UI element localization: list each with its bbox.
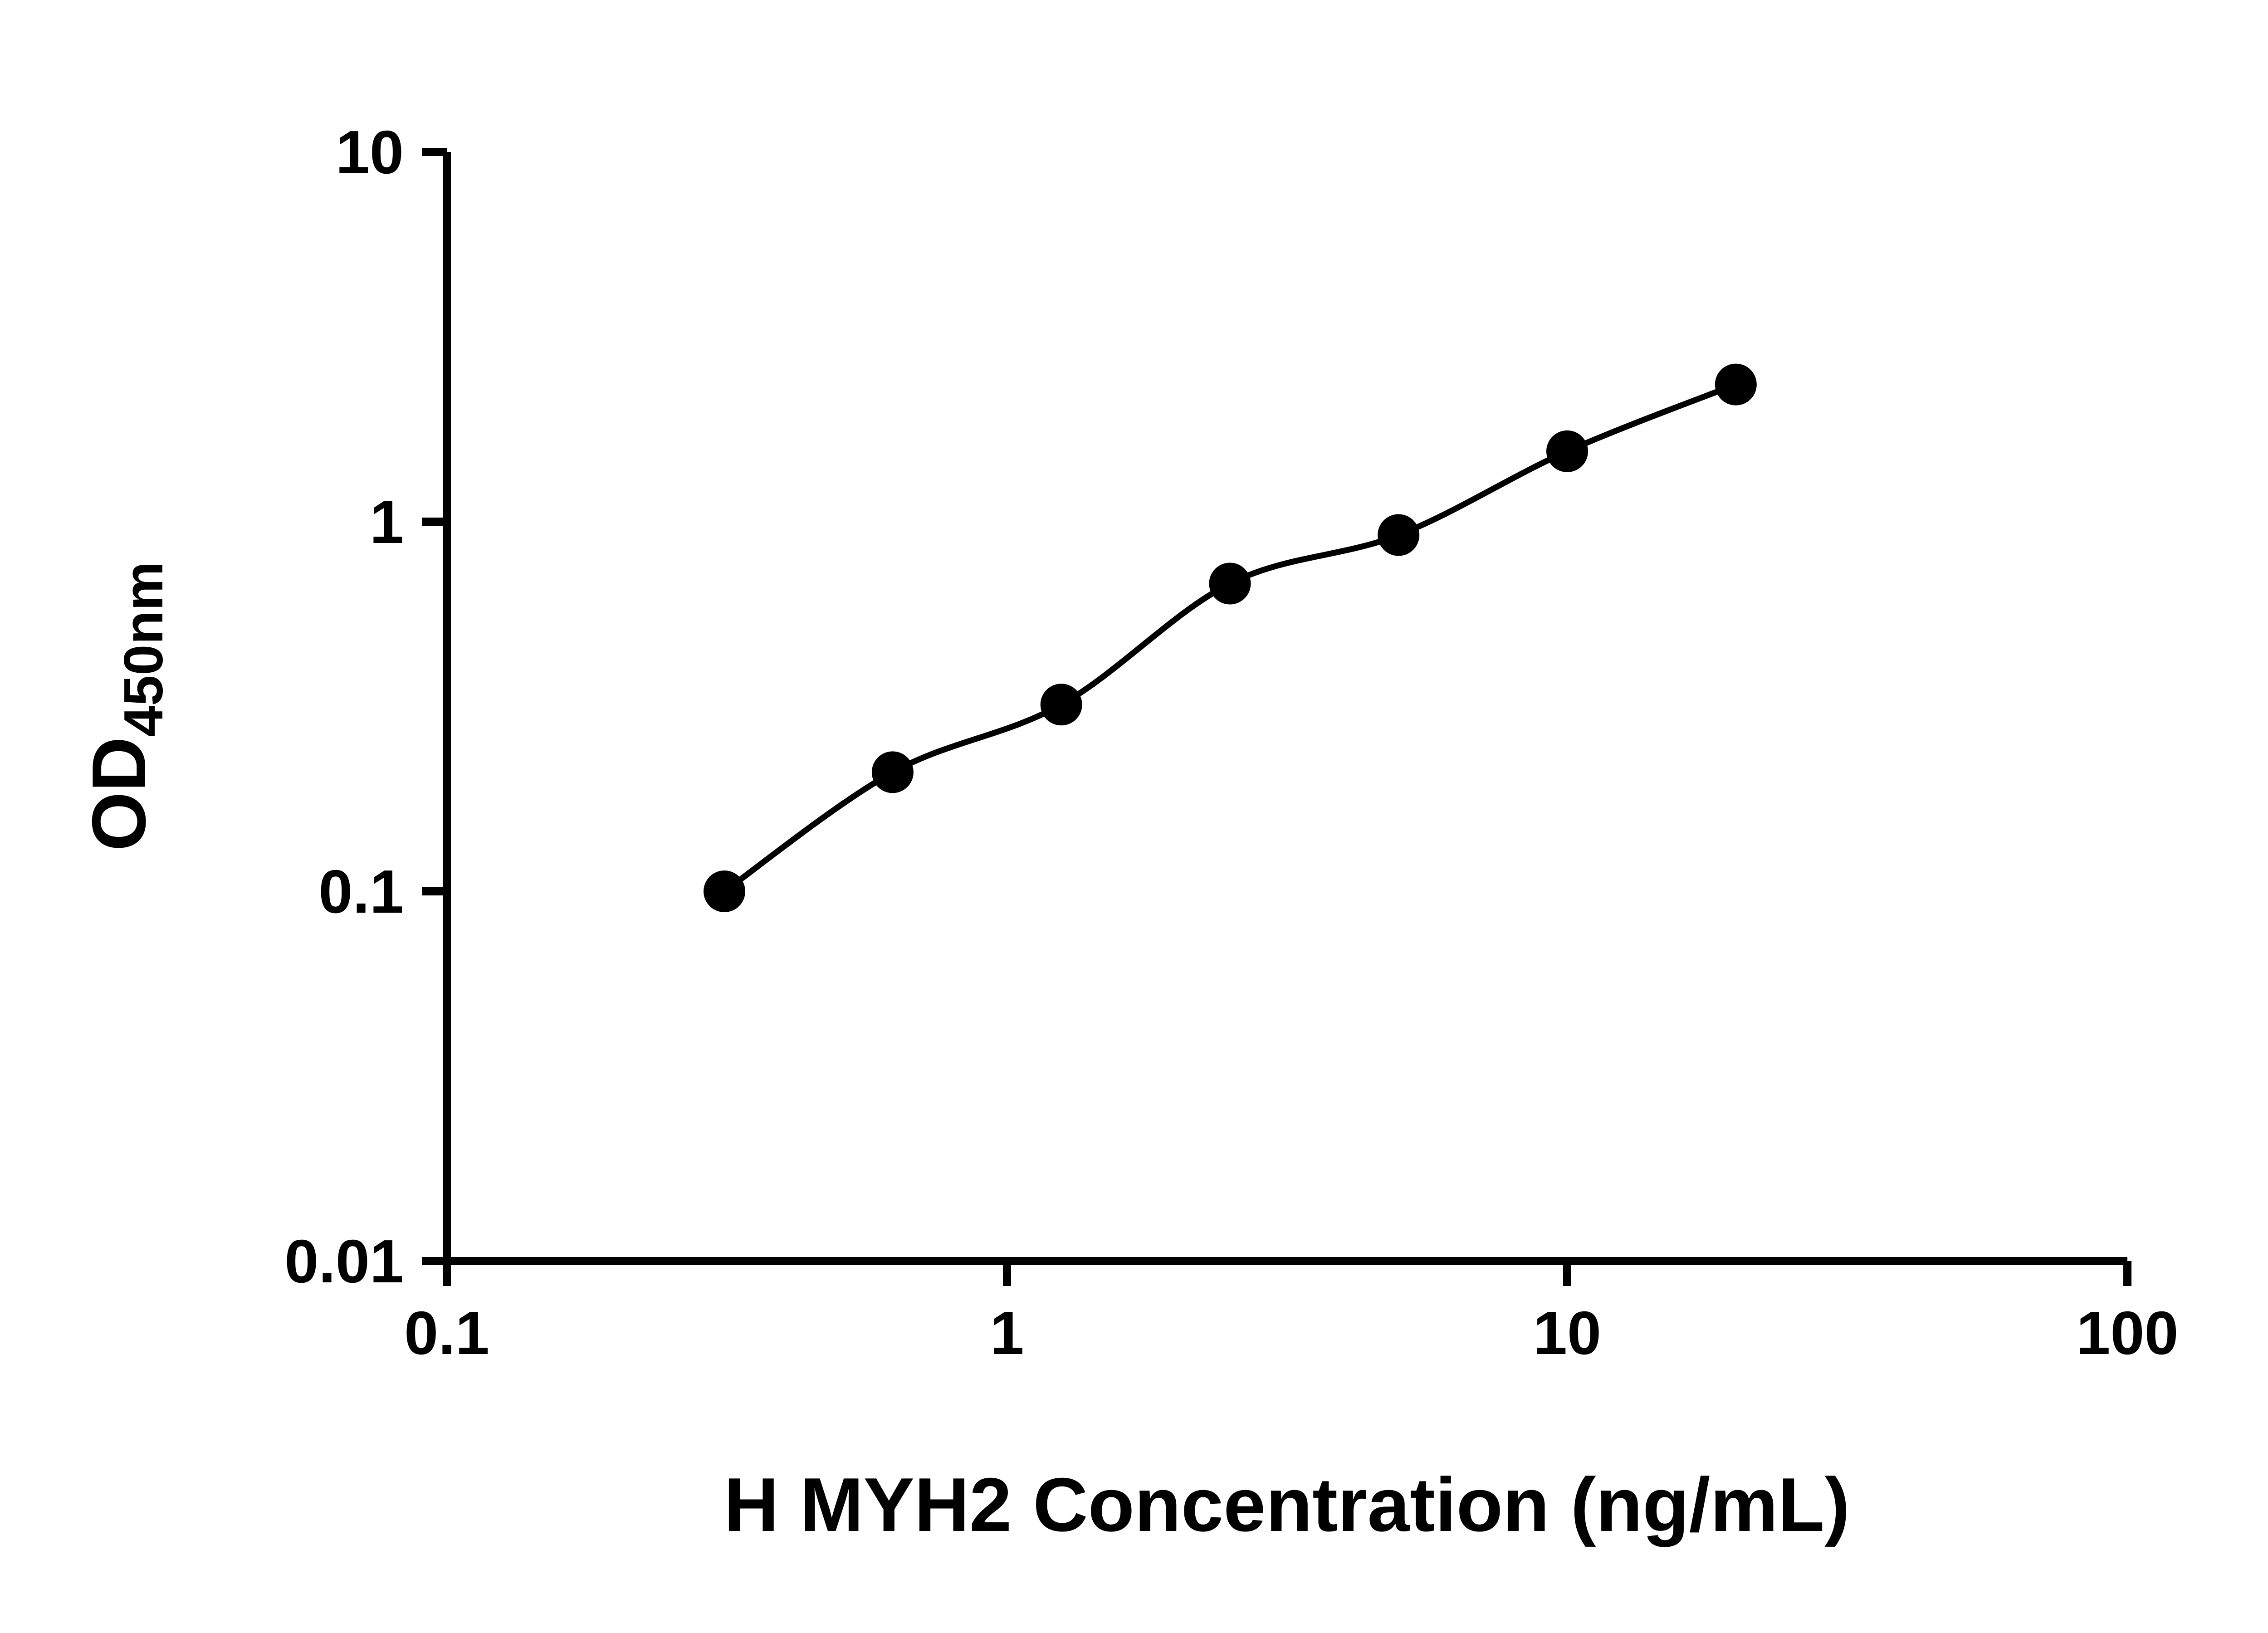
axis-spine [443,152,2127,1265]
y-tick-label: 0.01 [284,1227,404,1296]
x-tick-label: 100 [2076,1299,2178,1367]
y-tick-label: 10 [336,118,404,186]
y-axis-title-sub: 450nm [112,562,174,737]
y-tick-label: 1 [370,488,404,556]
x-axis-title: H MYH2 Concentration (ng/mL) [724,1462,1850,1547]
data-point [1715,363,1757,406]
data-point [704,870,745,912]
y-axis-title: OD450nm [76,562,174,851]
data-layer [704,363,1757,912]
x-tick-label: 0.1 [404,1299,489,1367]
y-tick-label: 0.1 [318,857,404,926]
data-point [1209,562,1251,605]
x-tick-label: 10 [1533,1299,1601,1367]
data-point [1546,430,1588,472]
data-point [1378,514,1420,556]
x-tick-label: 1 [990,1299,1024,1367]
data-point [1040,684,1082,726]
y-axis-title-main: OD [76,737,161,851]
data-point [871,751,914,793]
